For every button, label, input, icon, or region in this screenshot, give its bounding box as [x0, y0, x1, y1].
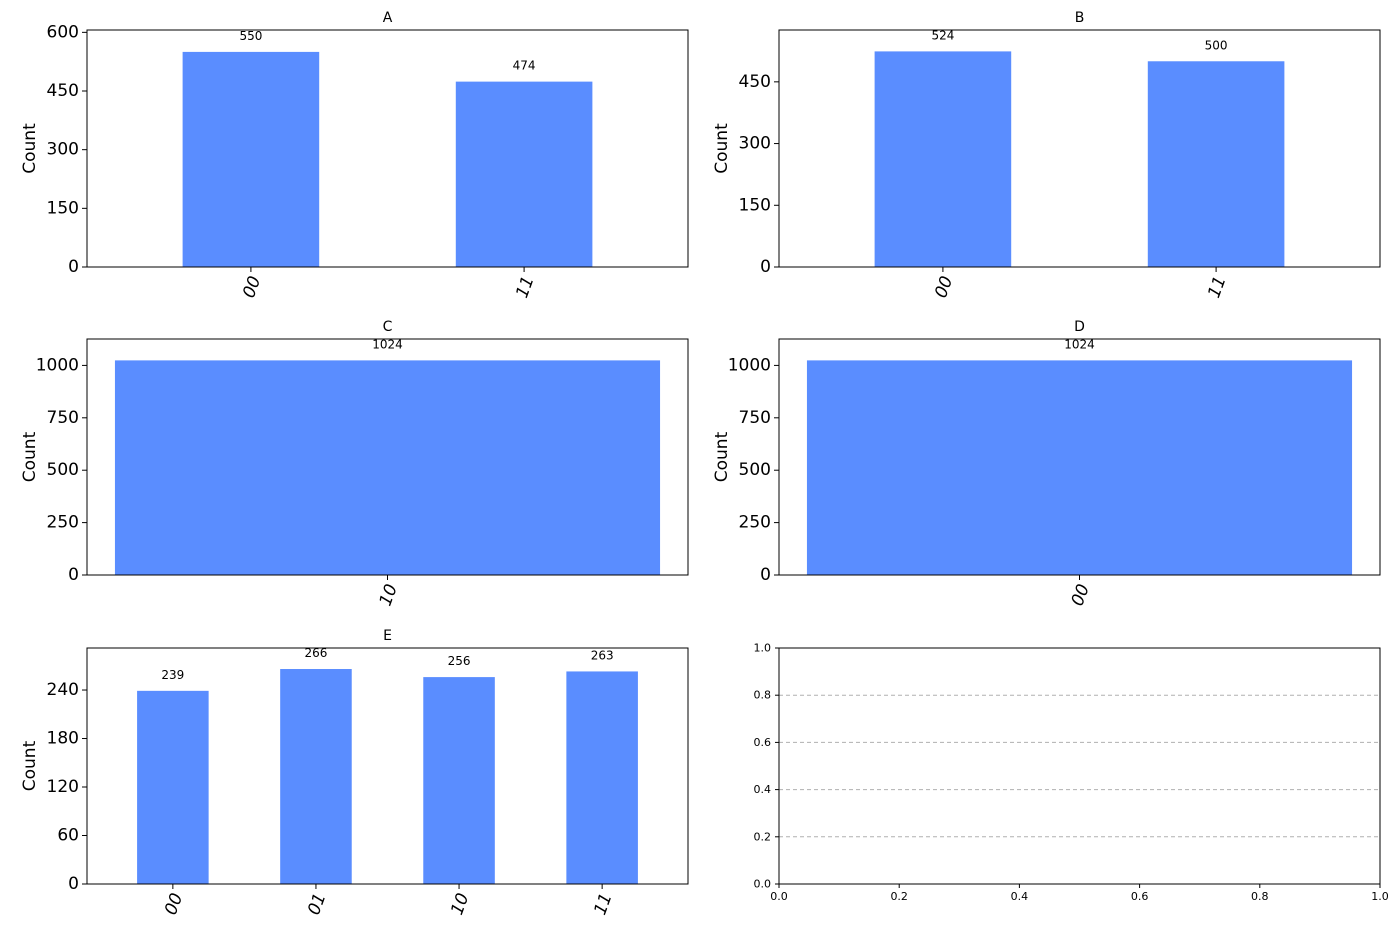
x-tick-label: 10 [447, 891, 473, 918]
y-tick-label: 750 [47, 408, 79, 428]
bar-11 [566, 671, 638, 884]
axes-frame [778, 647, 1381, 885]
y-axis-label: Count [20, 431, 40, 482]
x-tick-label: 11 [590, 891, 616, 918]
x-tick-label: 00 [161, 891, 187, 918]
y-tick-label: 750 [739, 408, 771, 428]
y-tick-label: 500 [47, 460, 79, 480]
data-label: 263 [591, 648, 614, 662]
y-tick-label: 1000 [36, 355, 79, 375]
y-tick-label: 180 [47, 729, 79, 749]
x-tick-label: 00 [239, 274, 265, 301]
y-tick-label: 150 [47, 198, 79, 218]
data-label: 1024 [372, 337, 403, 351]
y-tick-label: 600 [47, 22, 79, 42]
x-tick-label: 01 [304, 891, 330, 918]
y-tick-label: 1.0 [754, 642, 772, 655]
chart-panel-3: C 1024 0 250 500 750 1000 10 Count [20, 319, 689, 609]
y-tick-label: 0 [68, 874, 79, 894]
y-tick-label: 150 [739, 195, 771, 215]
y-tick-label: 500 [739, 460, 771, 480]
x-tick-label: 10 [376, 582, 402, 609]
x-tick-label: 0.0 [770, 890, 788, 903]
x-tick-label: 1.0 [1371, 890, 1389, 903]
data-label: 474 [513, 59, 536, 73]
y-tick-label: 0 [68, 257, 79, 277]
data-label: 500 [1205, 38, 1228, 52]
y-tick-label: 450 [739, 72, 771, 92]
data-label: 239 [161, 668, 184, 682]
x-tick-label: 00 [1068, 582, 1094, 609]
chart-panel-2: B 524 500 0 150 300 450 00 11 Count [712, 10, 1381, 301]
y-tick-label: 250 [47, 513, 79, 533]
bar-01 [280, 669, 352, 884]
y-tick-label: 0 [760, 257, 771, 277]
y-tick-label: 240 [47, 680, 79, 700]
bar-00 [182, 51, 320, 268]
data-label: 266 [304, 646, 327, 660]
data-label: 1024 [1064, 337, 1095, 351]
y-axis-label: Count [712, 431, 732, 482]
chart-panel-4: D 1024 0 250 500 750 1000 00 Count [712, 319, 1381, 609]
y-tick-label: 0.6 [754, 736, 772, 749]
y-axis-label: Count [20, 740, 40, 791]
y-tick-label: 0.4 [754, 783, 772, 796]
bar-00 [137, 690, 209, 884]
x-tick-label: 11 [512, 274, 538, 301]
bar-10 [423, 677, 495, 884]
y-tick-label: 0.0 [754, 878, 772, 891]
chart-title: D [1074, 319, 1085, 335]
y-tick-label: 0.8 [754, 689, 772, 702]
bar-00 [874, 51, 1012, 268]
x-tick-label: 0.2 [890, 890, 908, 903]
y-tick-label: 0.2 [754, 830, 772, 843]
x-tick-label: 00 [931, 274, 957, 301]
axes-frame [778, 29, 1381, 268]
y-tick-label: 0 [68, 565, 79, 585]
y-tick-label: 300 [47, 140, 79, 160]
data-label: 524 [931, 28, 954, 42]
chart-panel-1: A 550 474 0 150 300 450 600 00 11 Count [20, 10, 689, 301]
y-axis-label: Count [712, 123, 732, 174]
y-tick-label: 0 [760, 565, 771, 585]
chart-title: C [383, 319, 393, 335]
chart-title: B [1075, 10, 1085, 26]
y-tick-label: 300 [739, 134, 771, 154]
chart-title: E [383, 628, 392, 644]
axes-frame [86, 29, 689, 268]
y-tick-label: 60 [57, 826, 79, 846]
data-label: 550 [239, 29, 262, 43]
bar-11 [455, 81, 593, 267]
x-tick-label: 0.6 [1131, 890, 1149, 903]
y-tick-label: 450 [47, 81, 79, 101]
x-tick-label: 0.8 [1251, 890, 1269, 903]
chart-panel-6: 0.0 0.2 0.4 0.6 0.8 1.0 0.0 0.2 0.4 0.6 0.8 1.0 [754, 642, 1389, 904]
y-tick-label: 120 [47, 777, 79, 797]
x-tick-label: 0.4 [1011, 890, 1029, 903]
chart-title: A [383, 10, 393, 26]
data-label: 256 [448, 654, 471, 668]
y-axis-label: Count [20, 123, 40, 174]
y-tick-label: 1000 [728, 355, 771, 375]
bar-10 [114, 360, 661, 575]
x-tick-label: 11 [1204, 274, 1230, 301]
axes-frame [86, 647, 689, 885]
y-tick-label: 250 [739, 513, 771, 533]
chart-panel-5: E 239 266 256 263 0 60 120 180 240 00 01 10 11 Count [20, 628, 689, 918]
bar-00 [806, 360, 1353, 575]
bar-11 [1147, 61, 1285, 268]
